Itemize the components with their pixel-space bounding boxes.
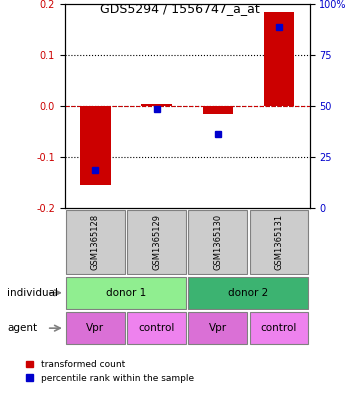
FancyBboxPatch shape [188, 277, 309, 309]
Text: GSM1365129: GSM1365129 [152, 214, 161, 270]
Legend: transformed count, percentile rank within the sample: transformed count, percentile rank withi… [23, 356, 197, 386]
Text: donor 1: donor 1 [106, 288, 146, 298]
Text: donor 2: donor 2 [228, 288, 269, 298]
FancyBboxPatch shape [188, 312, 247, 344]
FancyBboxPatch shape [127, 209, 186, 274]
Text: GSM1365130: GSM1365130 [213, 214, 222, 270]
Text: GDS5294 / 1556747_a_at: GDS5294 / 1556747_a_at [100, 2, 260, 15]
Text: agent: agent [7, 323, 37, 333]
Text: Vpr: Vpr [86, 323, 104, 333]
Bar [202, 106, 233, 114]
Bar [80, 106, 111, 185]
Text: GSM1365128: GSM1365128 [91, 214, 100, 270]
FancyBboxPatch shape [66, 209, 125, 274]
Text: GSM1365131: GSM1365131 [275, 214, 284, 270]
FancyBboxPatch shape [249, 312, 309, 344]
FancyBboxPatch shape [188, 209, 247, 274]
FancyBboxPatch shape [66, 312, 125, 344]
Bar [141, 103, 172, 106]
Text: Vpr: Vpr [209, 323, 227, 333]
FancyBboxPatch shape [127, 312, 186, 344]
Bar [264, 11, 294, 106]
Text: control: control [261, 323, 297, 333]
FancyBboxPatch shape [249, 209, 309, 274]
FancyBboxPatch shape [66, 277, 186, 309]
Text: control: control [138, 323, 175, 333]
Text: individual: individual [7, 288, 58, 298]
